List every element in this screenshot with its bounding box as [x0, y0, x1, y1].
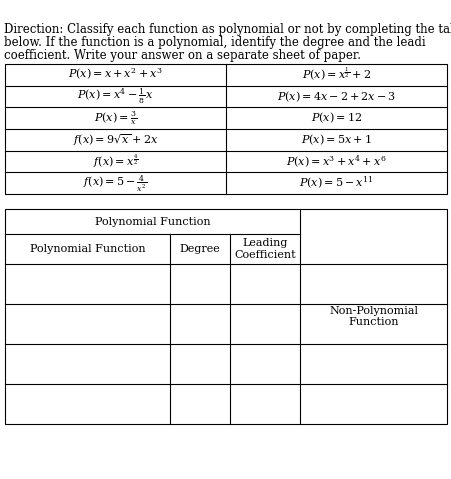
Text: $f(x) = 9\sqrt{x} + 2x$: $f(x) = 9\sqrt{x} + 2x$ [73, 132, 158, 148]
Bar [5, 209, 446, 424]
Text: Degree: Degree [179, 244, 220, 254]
Text: $P(x) = 12$: $P(x) = 12$ [310, 111, 361, 125]
Text: Direction: Classify each function as polynomial or not by completing the tab: Direction: Classify each function as pol… [4, 23, 451, 36]
Text: Polynomial Function: Polynomial Function [30, 244, 145, 254]
Text: $P(x) = x^4 - \frac{1}{8}x$: $P(x) = x^4 - \frac{1}{8}x$ [77, 87, 153, 106]
Text: $P(x) = x^{\frac{1}{2}} + 2$: $P(x) = x^{\frac{1}{2}} + 2$ [301, 66, 370, 83]
Text: Non-Polynomial
Function: Non-Polynomial Function [328, 306, 417, 327]
Text: $P(x) = x + x^2 + x^3$: $P(x) = x + x^2 + x^3$ [68, 67, 162, 82]
Text: Leading
Coefficient: Leading Coefficient [234, 238, 295, 260]
Bar [5, 64, 446, 194]
Text: $P(x) = \frac{3}{x}$: $P(x) = \frac{3}{x}$ [94, 110, 137, 127]
Text: $f(x) = x^{\frac{4}{2}}$: $f(x) = x^{\frac{4}{2}}$ [92, 153, 138, 171]
Text: Polynomial Function: Polynomial Function [94, 217, 210, 227]
Text: coefficient. Write your answer on a separate sheet of paper.: coefficient. Write your answer on a sepa… [4, 49, 360, 62]
Text: $P(x) = x^3 + x^4 + x^6$: $P(x) = x^3 + x^4 + x^6$ [285, 153, 386, 170]
Text: $f(x) = 5 - \frac{4}{x^2}$: $f(x) = 5 - \frac{4}{x^2}$ [83, 173, 147, 194]
Text: $P(x) = 5x + 1$: $P(x) = 5x + 1$ [300, 133, 371, 147]
Text: $P(x) = 5 - x^{11}$: $P(x) = 5 - x^{11}$ [299, 175, 373, 191]
Text: $P(x) = 4x - 2 + 2x - 3$: $P(x) = 4x - 2 + 2x - 3$ [276, 89, 395, 104]
Text: below. If the function is a polynomial, identify the degree and the leadi: below. If the function is a polynomial, … [4, 36, 425, 49]
